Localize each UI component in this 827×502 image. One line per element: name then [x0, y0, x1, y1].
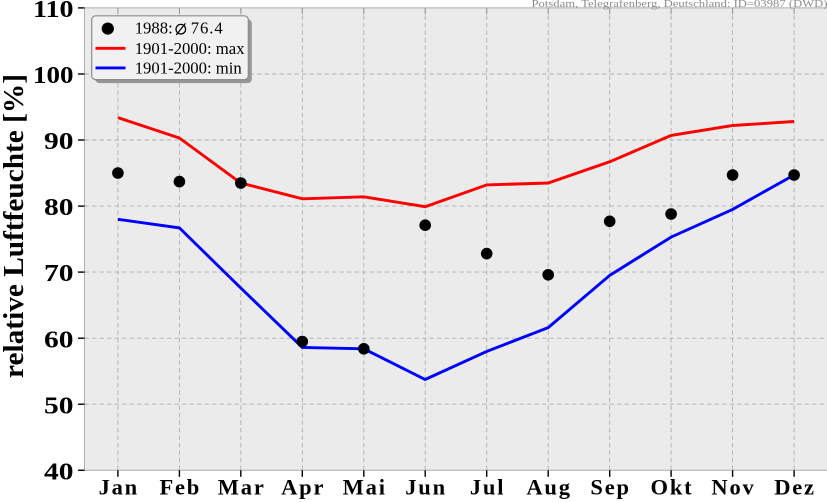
svg-text:Mar: Mar [218, 475, 266, 500]
svg-text:Jun: Jun [405, 475, 447, 500]
svg-text:1901-2000: max: 1901-2000: max [135, 39, 246, 58]
svg-text:70: 70 [44, 261, 74, 287]
svg-text:Mai: Mai [343, 475, 387, 500]
svg-text:90: 90 [44, 129, 74, 155]
svg-text:50: 50 [44, 393, 74, 419]
svg-text:1988:: 1988: [135, 19, 173, 38]
svg-text:Okt: Okt [651, 475, 694, 500]
svg-text:76.4: 76.4 [191, 19, 224, 38]
svg-text:40: 40 [44, 459, 74, 485]
svg-text:Apr: Apr [281, 475, 325, 500]
svg-text:110: 110 [33, 0, 74, 23]
svg-text:Dez: Dez [774, 475, 816, 500]
svg-text:Sep: Sep [590, 475, 630, 500]
svg-text:Jul: Jul [470, 475, 505, 500]
svg-text:60: 60 [44, 327, 74, 353]
svg-text:Nov: Nov [711, 475, 755, 500]
svg-text:Jan: Jan [99, 475, 139, 500]
svg-text:1901-2000: min: 1901-2000: min [135, 59, 243, 78]
svg-text:Feb: Feb [159, 475, 201, 500]
svg-text:80: 80 [44, 195, 74, 221]
svg-text:relative Luftfeuchte [%]: relative Luftfeuchte [%] [0, 74, 30, 378]
svg-text:Potsdam, Telegrafenberg, Deuts: Potsdam, Telegrafenberg, Deutschland: ID… [532, 0, 827, 10]
svg-text:100: 100 [33, 63, 74, 89]
svg-text:Aug: Aug [526, 475, 571, 500]
